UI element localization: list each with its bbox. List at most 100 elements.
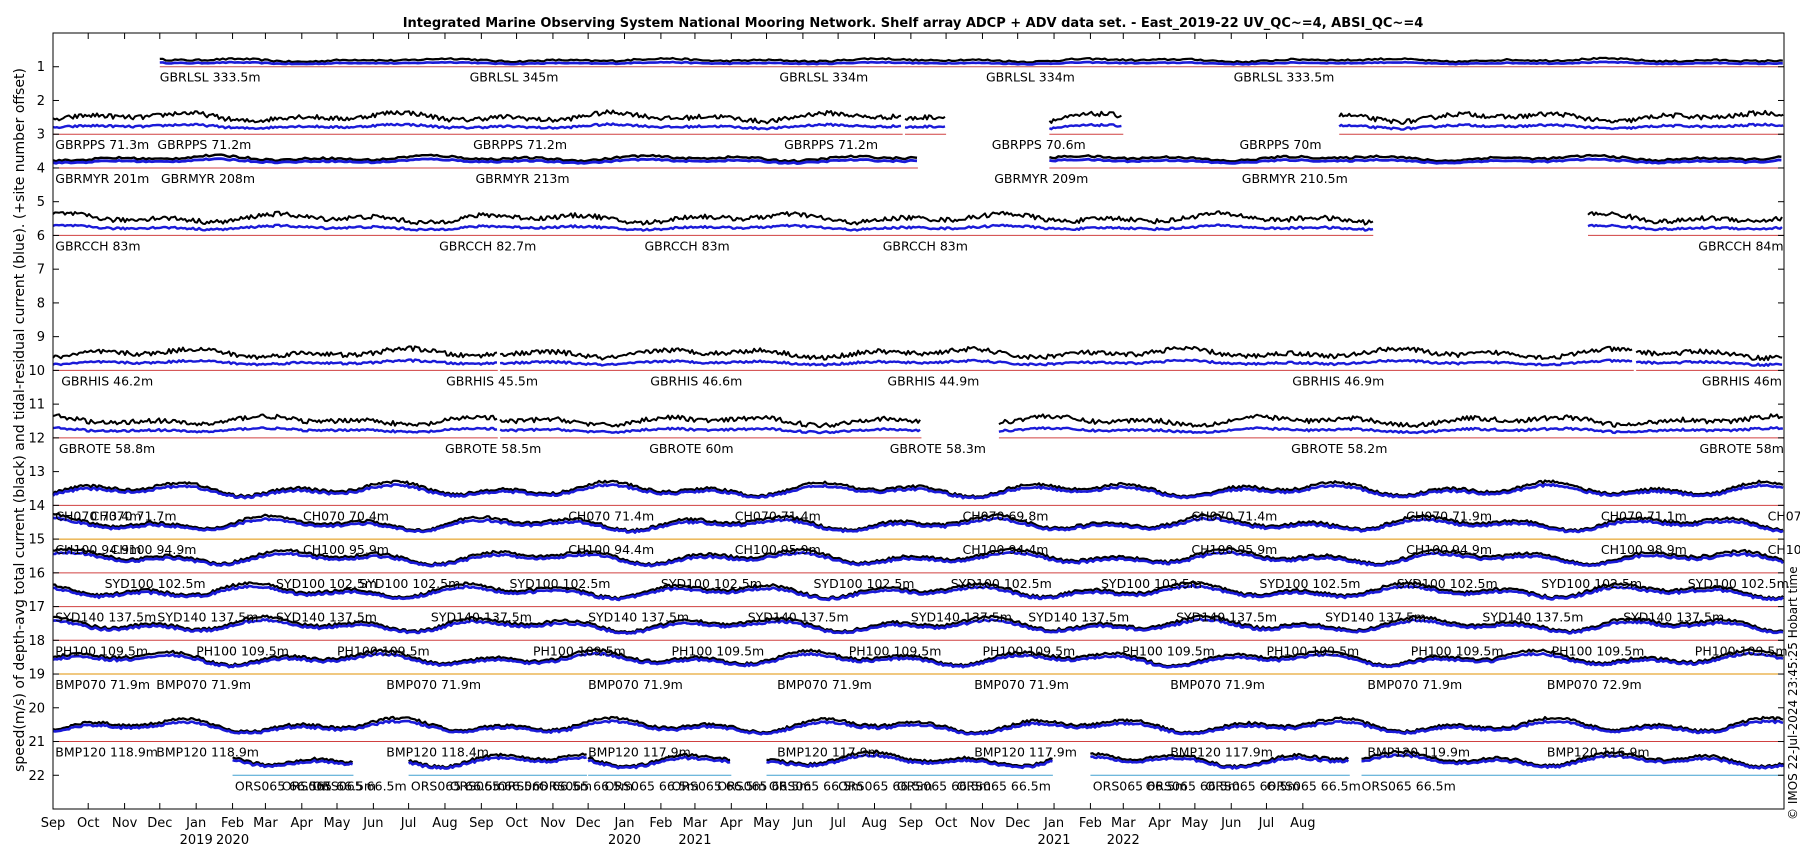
deployment-label: SYD140 137.5m <box>1176 610 1277 625</box>
deployment-label: GBRPPS 71.2m <box>473 137 567 152</box>
x-year-label: 2019 <box>180 833 213 848</box>
y-tick-label: 22 <box>28 769 45 784</box>
x-tick-label: Apr <box>1148 816 1171 831</box>
tidal-residual-series <box>52 482 1784 500</box>
total-current-series <box>52 109 902 125</box>
deployment-label: ORS065 66.5m <box>282 778 376 793</box>
deployment-label: GBRPPS 70m <box>1240 137 1322 152</box>
deployment-label: PH100 109.5m <box>55 643 148 658</box>
total-current-series <box>1049 153 1782 163</box>
x-year-label: 2021 <box>1037 833 1070 848</box>
deployment-label: BMP070 71.9m <box>974 677 1069 692</box>
x-tick-label: Jun <box>362 816 383 831</box>
deployment-labels: GBRLSL 333.5m GBRLSL 345m GBRLSL 334m GBRLS… <box>55 70 1800 794</box>
deployment-label: ORS065 66.5m <box>1205 778 1299 793</box>
deployment-label: GBRHIS 46.2m <box>61 373 153 388</box>
deployment-label: GBRCCH 82.7m <box>439 238 536 253</box>
deployment-label: ORS065 66.5m <box>411 778 505 793</box>
deployment-label: SYD100 102.5m <box>661 576 762 591</box>
y-tick-label: 10 <box>28 364 45 379</box>
x-tick-label: Jul <box>400 816 417 831</box>
deployment-label: GBROTE 58.3m <box>890 441 986 456</box>
deployment-label: CH070 73.4m <box>55 508 141 523</box>
tidal-residual-series <box>499 426 921 435</box>
x-tick-label: Apr <box>291 816 314 831</box>
deployment-label: GBRMYR 210.5m <box>1242 171 1348 186</box>
deployment-label: SYD100 102.5m <box>510 576 611 591</box>
deployment-label: GBRPPS 71.2m <box>157 137 251 152</box>
deployment-label: ORS065 66.5m <box>957 778 1051 793</box>
x-tick-label: Dec <box>147 816 172 831</box>
y-tick-label: 1 <box>37 60 45 75</box>
deployment-label: SYD100 102.5m <box>1259 576 1360 591</box>
deployment-label: SYD100 102.5m <box>814 576 915 591</box>
deployment-label: ORS065 66.5m <box>717 778 811 793</box>
deployment-label: SYD140 137.5m <box>1325 610 1426 625</box>
deployment-label: GBRHIS 46.6m <box>650 373 742 388</box>
x-tick-label: Feb <box>649 816 672 831</box>
deployment-label: GBRLSL 334m <box>986 70 1075 85</box>
x-tick-label: Oct <box>935 816 957 831</box>
deployment-label: SYD100 102.5m <box>359 576 460 591</box>
total-current-series <box>1338 109 1784 125</box>
deployment-label: ORS065 66.5m <box>539 778 633 793</box>
deployment-label: GBRMYR 209m <box>994 171 1088 186</box>
deployment-label: SYD100 102.5m <box>276 576 377 591</box>
deployment-label: PH100 109.5m <box>1267 643 1360 658</box>
deployment-label: SYD140 137.5m <box>157 610 258 625</box>
total-current-series <box>587 752 731 769</box>
tidal-residual-series <box>499 358 1633 367</box>
timestamp-credit: © IMOS 22-Jul-2024 23:45:25 Hobart time <box>1786 566 1800 820</box>
tidal-residual-series <box>904 124 946 129</box>
x-tick-label: Mar <box>253 816 278 831</box>
deployment-label: PH100 109.5m <box>1411 643 1504 658</box>
deployment-label: ORS065 66.5m <box>450 778 544 793</box>
deployment-label: ORS065 66.5m <box>1093 778 1187 793</box>
total-current-series <box>1635 348 1783 362</box>
y-tick-label: 21 <box>28 735 45 750</box>
tidal-residual-series <box>52 550 1784 568</box>
x-tick-label: May <box>1181 816 1208 831</box>
x-tick-label: Sep <box>41 816 66 831</box>
deployment-label: SYD140 137.5m <box>748 610 849 625</box>
deployment-label: GBROTE 60m <box>649 441 733 456</box>
plot-area <box>52 56 1784 776</box>
deployment-label: ORS065 66.5m <box>838 778 932 793</box>
y-tick-label: 5 <box>37 195 45 210</box>
deployment-label: CH070 71.9m <box>1406 508 1492 523</box>
total-current-series <box>159 56 1783 64</box>
x-tick-label: Mar <box>683 816 708 831</box>
deployment-label: CH070 71.4m <box>568 508 654 523</box>
deployment-label: ORS065 66.5m <box>672 778 766 793</box>
tidal-residual-series <box>1049 157 1782 165</box>
deployment-label: PH100 109.5m <box>1122 643 1215 658</box>
total-current-series <box>52 648 1784 668</box>
deployment-label: SYD100 102.5m <box>105 576 206 591</box>
deployment-label: SYD140 137.5m <box>1623 610 1724 625</box>
tidal-residual-series <box>766 753 1053 770</box>
tidal-residual-series <box>52 358 498 367</box>
deployment-label: PH100 109.5m <box>337 643 430 658</box>
deployment-label: SYD140 137.5m <box>588 610 689 625</box>
deployment-label: SYD140 137.5m <box>431 610 532 625</box>
y-tick-label: 9 <box>37 330 45 345</box>
tidal-residual-series <box>998 426 1784 435</box>
deployment-label: GBRLSL 334m <box>779 70 868 85</box>
total-current-series <box>52 512 1784 533</box>
deployment-label: BMP070 71.9m <box>386 677 481 692</box>
total-current-series <box>52 479 1784 499</box>
deployment-label: GBRHIS 44.9m <box>887 373 979 388</box>
total-current-series <box>52 715 1784 735</box>
deployment-label: CH100 94.4m <box>568 542 654 557</box>
deployment-label: GBROTE 58.5m <box>445 441 541 456</box>
deployment-label: PH100 109.5m <box>1695 643 1788 658</box>
deployment-label: PH100 109.5m <box>196 643 289 658</box>
deployment-label: GBRLSL 333.5m <box>160 70 261 85</box>
y-tick-label: 3 <box>37 128 45 143</box>
tidal-residual-series <box>52 223 1374 232</box>
deployment-label: BMP070 71.9m <box>156 677 251 692</box>
total-current-series <box>52 614 1784 634</box>
tidal-residual-series <box>232 758 354 769</box>
total-current-series <box>52 153 918 163</box>
deployment-label: BMP070 71.9m <box>1170 677 1265 692</box>
